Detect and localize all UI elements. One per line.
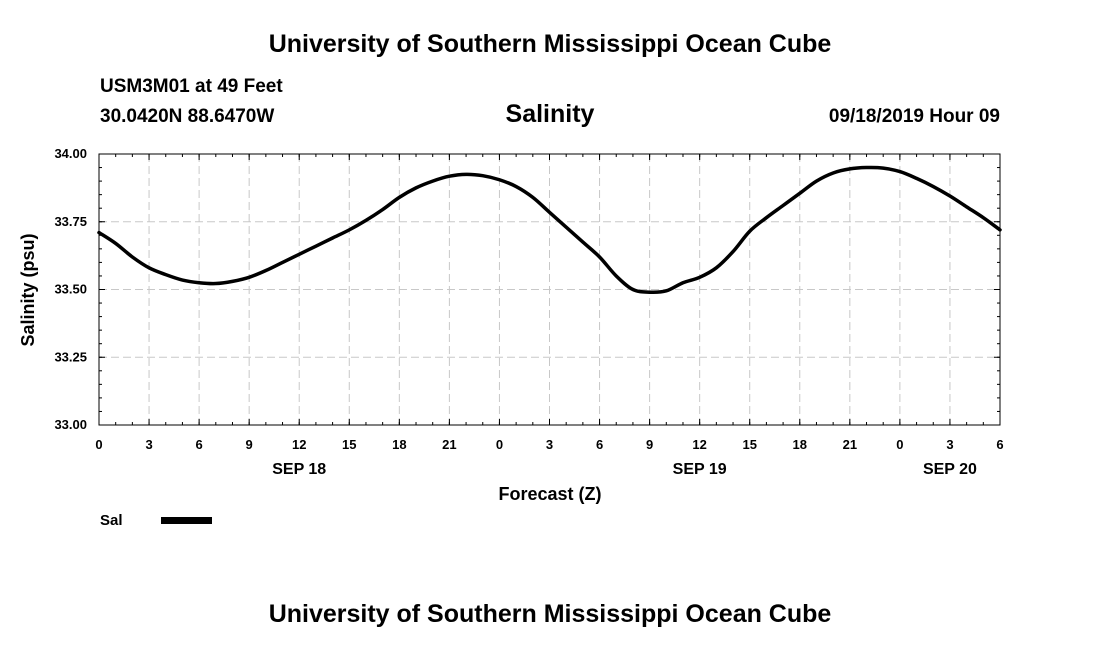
x-tick-label: 18 (793, 437, 807, 452)
legend-swatch (161, 517, 212, 524)
x-tick-labels: 0 3 6 9 12 15 18 21 0 3 6 9 12 15 18 21 0 3 6 (95, 437, 1003, 452)
x-tick-label: 6 (596, 437, 603, 452)
footer-title: University of Southern Mississippi Ocean… (268, 600, 832, 628)
y-tick-label: 33.25 (54, 349, 87, 364)
y-tick-labels: 33.00 33.25 33.50 33.75 34.00 (54, 146, 87, 432)
plot-frame (98, 153, 1001, 426)
forecast-datetime: 09/18/2019 Hour 09 (828, 106, 1000, 127)
date-labels: SEP 18 SEP 19 SEP 20 (272, 461, 977, 478)
x-tick-label: 0 (95, 437, 102, 452)
x-tick-label: 9 (246, 437, 253, 452)
chart-title: Salinity (505, 100, 595, 128)
chart-grid (99, 154, 1000, 425)
x-tick-label: 9 (646, 437, 653, 452)
y-axis-label: Salinity (psu) (18, 233, 38, 346)
x-tick-label: 0 (896, 437, 903, 452)
x-tick-label: 21 (843, 437, 857, 452)
x-tick-label: 15 (742, 437, 756, 452)
station-label: USM3M01 at 49 Feet (100, 76, 283, 97)
series-line-sal (97, 165, 1002, 295)
x-tick-label: 15 (342, 437, 356, 452)
date-label: SEP 20 (923, 461, 977, 478)
x-tick-label: 6 (996, 437, 1003, 452)
coordinates-label: 30.0420N 88.6470W (100, 106, 275, 127)
x-tick-label: 3 (546, 437, 553, 452)
y-tick-label: 33.00 (54, 417, 87, 432)
x-tick-label: 0 (496, 437, 503, 452)
page-title: University of Southern Mississippi Ocean… (268, 30, 832, 58)
legend-label: Sal (100, 512, 123, 529)
date-label: SEP 18 (272, 461, 326, 478)
x-tick-label: 3 (946, 437, 953, 452)
y-tick-label: 34.00 (54, 146, 87, 161)
y-tick-label: 33.75 (54, 214, 87, 229)
x-tick-label: 3 (145, 437, 152, 452)
x-tick-label: 12 (692, 437, 706, 452)
x-tick-label: 6 (195, 437, 202, 452)
x-tick-label: 12 (292, 437, 306, 452)
x-tick-label: 21 (442, 437, 456, 452)
y-tick-label: 33.50 (54, 282, 87, 297)
x-axis-label: Forecast (Z) (498, 484, 601, 504)
date-label: SEP 19 (673, 461, 727, 478)
x-tick-label: 18 (392, 437, 406, 452)
